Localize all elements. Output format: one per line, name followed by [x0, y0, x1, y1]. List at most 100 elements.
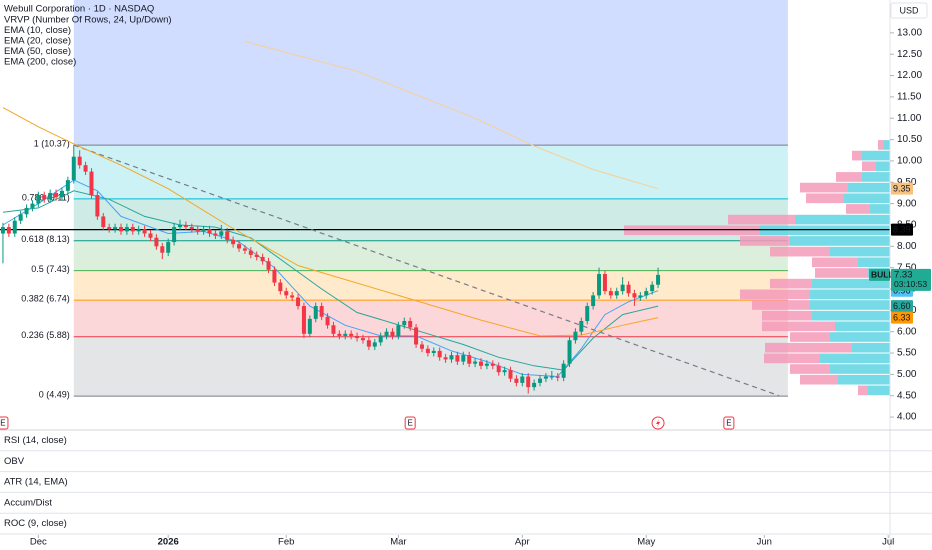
candle-body: [484, 363, 489, 366]
candle-body: [237, 244, 242, 249]
candle-body: [543, 376, 548, 379]
y-tick-label: 13.00: [897, 28, 922, 39]
vrvp-up: [862, 172, 890, 182]
candle-body: [160, 246, 165, 253]
last-price-symbol: BULL: [871, 270, 894, 280]
main-pane: 1 (10.37)0.786 (9.11)0.618 (8.13)0.5 (7.…: [0, 0, 890, 430]
vrvp-up: [884, 140, 890, 150]
candle-body: [101, 216, 106, 228]
vrvp-up: [876, 161, 890, 172]
fib-zone: [73, 270, 788, 301]
vrvp-up: [830, 246, 890, 257]
x-tick-label: Feb: [278, 537, 294, 548]
candle-body: [508, 370, 513, 379]
ema-line: [244, 40, 659, 190]
vrvp-up: [795, 214, 890, 225]
candle-body: [449, 355, 454, 360]
candle-body: [225, 231, 230, 240]
event-label: E: [0, 419, 5, 428]
candle-body: [284, 291, 289, 296]
vrvp-down: [728, 214, 795, 225]
pane-label: OBV: [4, 456, 25, 467]
candle-body: [83, 165, 88, 172]
vrvp-down: [790, 332, 830, 342]
candle-body: [591, 295, 596, 307]
ema-line: [2, 190, 659, 371]
candle-body: [620, 284, 625, 292]
candle-body: [130, 227, 135, 232]
price-label: 9.35: [893, 184, 911, 194]
candle-body: [656, 274, 661, 285]
vrvp-down: [762, 310, 812, 321]
candle-body: [278, 282, 283, 292]
candle-body: [213, 233, 218, 236]
y-tick-label: 11.00: [897, 113, 922, 124]
candle-body: [0, 227, 5, 234]
candle-body: [172, 227, 177, 243]
candle-body: [473, 361, 478, 364]
candle-body: [414, 327, 419, 345]
candle-body: [366, 340, 371, 347]
vrvp-up: [870, 204, 890, 214]
candle-body: [89, 171, 94, 196]
vrvp-down: [815, 268, 868, 278]
candle-body: [59, 190, 64, 198]
y-tick-label: 10.00: [897, 156, 922, 167]
event-icon: [656, 419, 661, 427]
vrvp-down: [878, 140, 884, 150]
last-price-box: [891, 268, 931, 291]
candle-body: [360, 338, 365, 341]
candle-body: [18, 214, 23, 221]
last-price: 7.33: [894, 269, 913, 280]
candle-body: [579, 321, 584, 332]
candle-body: [54, 192, 59, 198]
candle-body: [644, 291, 649, 296]
countdown: 03:10:53: [894, 279, 927, 289]
vrvp-down: [836, 172, 862, 182]
y-tick-label: 10.50: [897, 134, 922, 145]
fib-zone: [73, 336, 788, 397]
fib-label: 0.618 (8.13): [21, 234, 70, 244]
candle-body: [231, 239, 236, 245]
candle-body: [42, 195, 47, 200]
event-label: E: [726, 419, 731, 428]
fib-zone: [73, 240, 788, 271]
pane-label: ATR (14, EMA): [4, 477, 68, 488]
candle-body: [319, 306, 324, 317]
candle-body: [296, 297, 301, 307]
price-label-box: [891, 311, 913, 324]
legend-entry: EMA (20, close): [4, 36, 71, 47]
y-tick-label: 4.00: [897, 412, 917, 423]
vrvp-up: [830, 364, 890, 374]
candle-body: [437, 350, 442, 358]
indicator-panes: RSI (14, close) OBV ATR (14, EMA) Accum/Dis…: [0, 429, 932, 548]
candle-body: [107, 227, 112, 230]
pane-label: Accum/Dist: [4, 497, 52, 508]
y-tick-label: 7.50: [897, 262, 917, 273]
candle-body: [561, 363, 566, 378]
candle-body: [431, 350, 436, 354]
currency: USD: [899, 5, 919, 15]
vrvp-up: [838, 374, 890, 385]
event-marker: [0, 416, 9, 430]
fib-label: 0 (4.49): [39, 390, 70, 400]
candle-body: [496, 365, 501, 373]
candle-body: [248, 250, 253, 255]
vrvp-up: [812, 278, 890, 289]
candle-body: [219, 231, 224, 236]
candle-body: [585, 306, 590, 322]
vrvp-down: [752, 300, 810, 310]
vrvp-up: [868, 385, 890, 396]
vrvp-up: [858, 257, 890, 268]
event-label: E: [408, 419, 413, 428]
fib-label: 0.5 (7.43): [31, 264, 70, 274]
vrvp-down: [846, 204, 870, 214]
ema-line: [2, 179, 659, 378]
vrvp-down: [800, 182, 848, 193]
x-tick-label: Mar: [390, 537, 406, 548]
price-label-box: [891, 300, 913, 313]
candle-body: [461, 355, 466, 362]
candle-body: [178, 224, 183, 228]
legend-entry: EMA (10, close): [4, 25, 71, 36]
